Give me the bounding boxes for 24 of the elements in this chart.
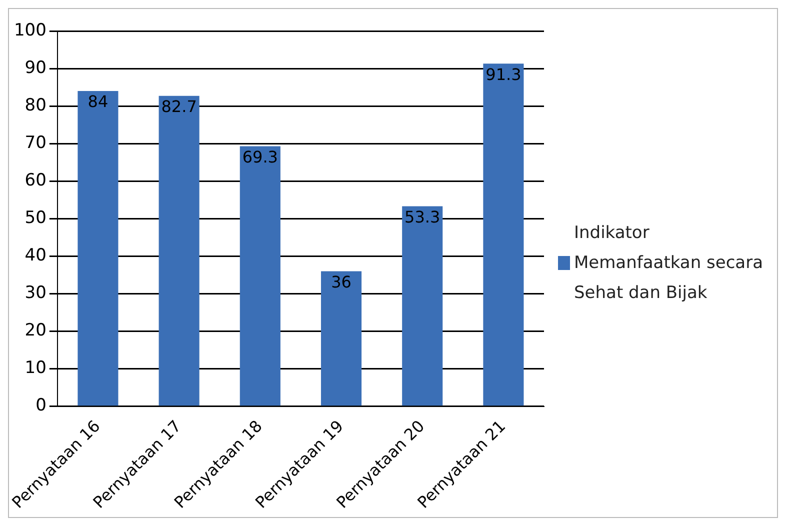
y-tick-label: 30 (24, 282, 46, 303)
bar (402, 206, 443, 406)
y-tick-label: 90 (24, 57, 46, 78)
data-label: 53.3 (404, 206, 440, 226)
y-tick-label: 50 (24, 208, 46, 228)
legend-label: Indikator Memanfaatkan secara Sehat dan Bijak (574, 222, 764, 305)
data-label: 82.7 (161, 96, 197, 116)
bar (158, 95, 200, 406)
y-tick-label: 60 (24, 170, 46, 190)
y-tick-label: 20 (24, 320, 46, 340)
data-label: 84 (88, 92, 108, 111)
bar (78, 90, 118, 406)
bar (320, 270, 362, 406)
bar (240, 146, 280, 406)
y-tick-label: 80 (24, 94, 46, 115)
y-tick-label: 70 (24, 132, 46, 153)
y-tick-label: 100 (14, 20, 46, 40)
data-label: 69.3 (242, 146, 278, 166)
data-label: 91.3 (486, 64, 522, 84)
y-tick-label: 10 (24, 358, 46, 378)
bar (483, 63, 524, 406)
y-tick-label: 40 (24, 245, 46, 266)
data-label: 36 (331, 272, 352, 291)
y-tick-label: 0 (36, 395, 46, 416)
